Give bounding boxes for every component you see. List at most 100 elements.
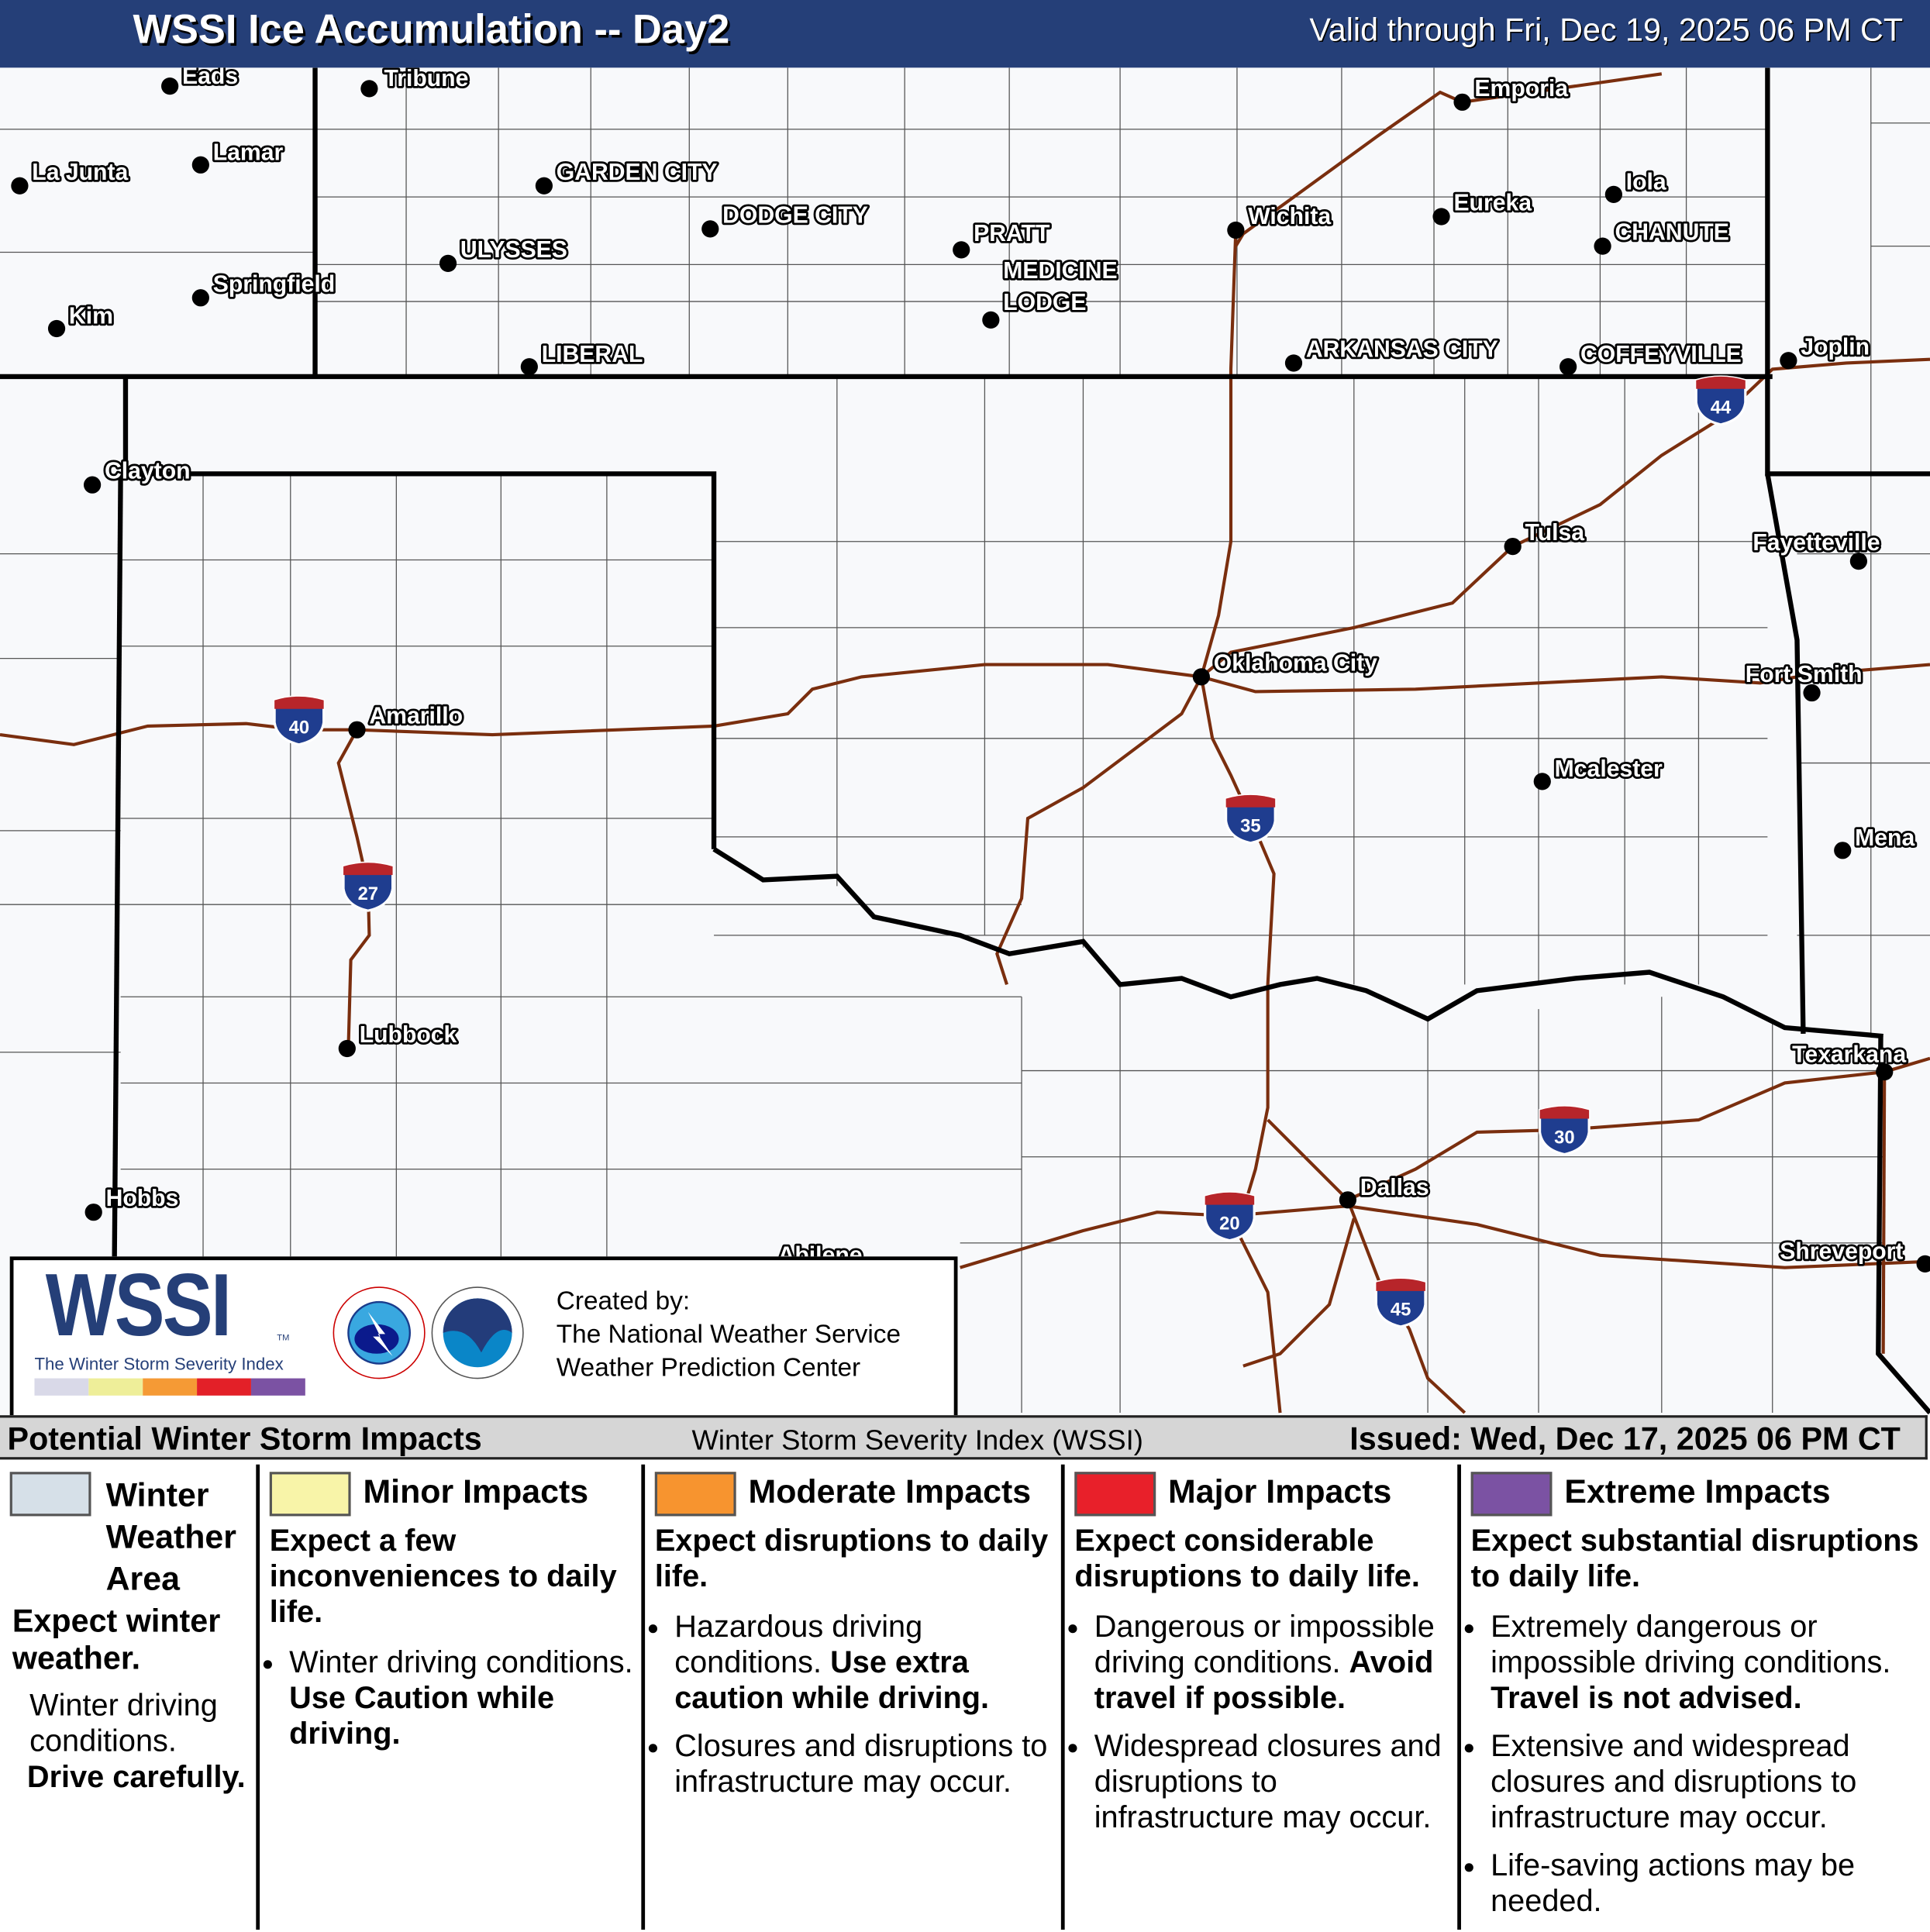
city-label: Emporia [1474,76,1568,102]
bullet-bold-text: Use Caution while driving. [289,1681,555,1751]
city-dot [1594,237,1611,255]
city-dot [1453,93,1471,111]
category-bullets: Winter driving conditions. Use Caution w… [270,1645,636,1752]
city-dot [83,476,102,494]
legend-category-major-impacts: Major Impacts Expect considerable disrup… [1060,1464,1457,1930]
impacts-legend: Potential Winter Storm Impacts Winter St… [0,1415,1930,1930]
bullet-bold-text: Avoid travel if possible. [1094,1645,1434,1716]
city-label: Lubbock [360,1022,457,1048]
legend-title: Potential Winter Storm Impacts [7,1420,482,1458]
city-dot [1780,352,1797,370]
city-label: LODGE [1003,290,1086,315]
city-dot [1849,553,1868,570]
color-swatch [250,1378,305,1396]
city-label: Fort Smith [1746,662,1863,687]
category-swatch [654,1472,736,1517]
city-dot [84,1204,102,1221]
color-swatch [34,1378,89,1396]
county-lines [0,67,1930,1414]
legend-category-extreme-impacts: Extreme Impacts Expect substantial disru… [1457,1464,1930,1930]
org-wpc: Weather Prediction Center [556,1353,861,1383]
category-body: Expect disruptions to daily life. Hazard… [655,1524,1056,1813]
legend-winter-weather-area: Winter Weather Area Expect winter weathe… [0,1465,253,1930]
city-dot [1432,208,1450,226]
category-bullets: Dangerous or impossible driving conditio… [1074,1610,1453,1836]
bullet-text: Widespread closures and disruptions to i… [1094,1729,1442,1835]
legend-category-minor-impacts: Minor Impacts Expect a few inconvenience… [256,1464,641,1930]
city-dot [338,1039,356,1058]
category-name: Major Impacts [1168,1472,1392,1510]
bullet-text: Life-saving actions may be needed. [1491,1848,1856,1919]
map[interactable]: Eads Tribune La Junta Lamar Springfield Kim GA… [0,67,1930,1416]
bullet-item: Extensive and widespread closures and di… [1491,1729,1925,1836]
city-label: Shreveport [1780,1239,1903,1265]
city-label: MEDICINE [1003,258,1117,284]
city-labels: Eads Tribune La Junta Lamar Springfield Kim GA… [30,67,1918,1270]
interstate-number: 44 [1711,398,1732,418]
category-name: Minor Impacts [363,1472,589,1510]
city-label: ARKANSAS CITY [1306,337,1498,363]
city-label: GARDEN CITY [557,160,718,185]
interstate-35-shield-icon: 35 [1225,794,1277,845]
category-body: Expect considerable disruptions to daily… [1074,1524,1453,1848]
interstate-number: 40 [289,717,310,738]
legend-header: Potential Winter Storm Impacts Winter St… [0,1415,1928,1460]
city-label: DODGE CITY [722,202,868,228]
city-dot [1604,185,1622,204]
city-label: La Junta [32,160,128,185]
wssi-logo-panel: WSSI TM The Winter Storm Severity Index … [9,1256,958,1419]
bullet-item: Winter driving conditions. Use Caution w… [289,1645,636,1752]
city-dot [1504,537,1522,556]
city-label: Oklahoma City [1214,650,1377,676]
category-text-block: Winter driving conditions. Drive careful… [27,1689,249,1796]
interstate-number: 20 [1219,1213,1239,1234]
city-label: Texarkana [1792,1042,1906,1067]
category-body: Expect a few inconveniences to daily lif… [270,1524,636,1765]
city-label: Dallas [1360,1175,1429,1200]
legend-subtitle: Winter Storm Severity Index (WSSI) [691,1424,1143,1456]
city-label: COFFEYVILLE [1580,342,1742,367]
city-label: Mcalester [1555,756,1663,782]
bullet-text: Closures and disruptions to infrastructu… [674,1729,1048,1799]
city-dot [348,721,366,739]
wssi-logo: WSSI [45,1256,232,1355]
state-borders [0,67,1930,1415]
city-label: Fayetteville [1753,530,1880,556]
interstate-27-shield-icon: 27 [342,861,395,912]
city-label: CHANUTE [1615,220,1728,246]
map-title: WSSI Ice Accumulation -- Day2 [133,5,730,52]
category-name: Extreme Impacts [1564,1472,1831,1510]
severity-color-bar [34,1378,305,1396]
wssi-subtitle: The Winter Storm Severity Index [34,1353,284,1374]
city-label: Tribune [384,67,468,91]
category-headline: Expect winter weather. [12,1602,221,1676]
bullet-item: Dangerous or impossible driving conditio… [1094,1610,1453,1717]
interstate-number: 45 [1391,1300,1411,1321]
category-name: Winter Weather Area [105,1476,236,1598]
city-label: Springfield [213,271,335,297]
city-dot [439,254,457,272]
city-dot [1533,773,1551,790]
legend-category-moderate-impacts: Moderate Impacts Expect disruptions to d… [641,1464,1061,1930]
interstate-number: 30 [1554,1127,1574,1148]
category-name: Moderate Impacts [748,1472,1032,1510]
noaa-logo-icon [431,1286,524,1379]
bullet-text: Dangerous or impossible driving conditio… [1094,1610,1435,1680]
header-bar: WSSI Ice Accumulation -- Day2 Valid thro… [0,0,1930,68]
bullet-bold-text: Travel is not advised. [1491,1681,1802,1716]
city-dot [535,177,553,195]
city-dot [1560,358,1577,376]
bullet-item: Life-saving actions may be needed. [1491,1848,1925,1920]
city-dot [1876,1063,1894,1081]
category-swatch [269,1472,351,1517]
bullet-item: Closures and disruptions to infrastructu… [674,1729,1056,1800]
issued-time: Issued: Wed, Dec 17, 2025 06 PM CT [1349,1420,1901,1458]
category-headline: Expect substantial disruptions to daily … [1470,1523,1919,1594]
bullet-item: Hazardous driving conditions. Use extra … [674,1610,1056,1717]
city-label: Kim [69,304,113,329]
city-dot [47,319,66,338]
city-dot [191,156,209,174]
valid-time: Valid through Fri, Dec 19, 2025 06 PM CT [1309,11,1904,48]
city-dot [1284,354,1303,372]
